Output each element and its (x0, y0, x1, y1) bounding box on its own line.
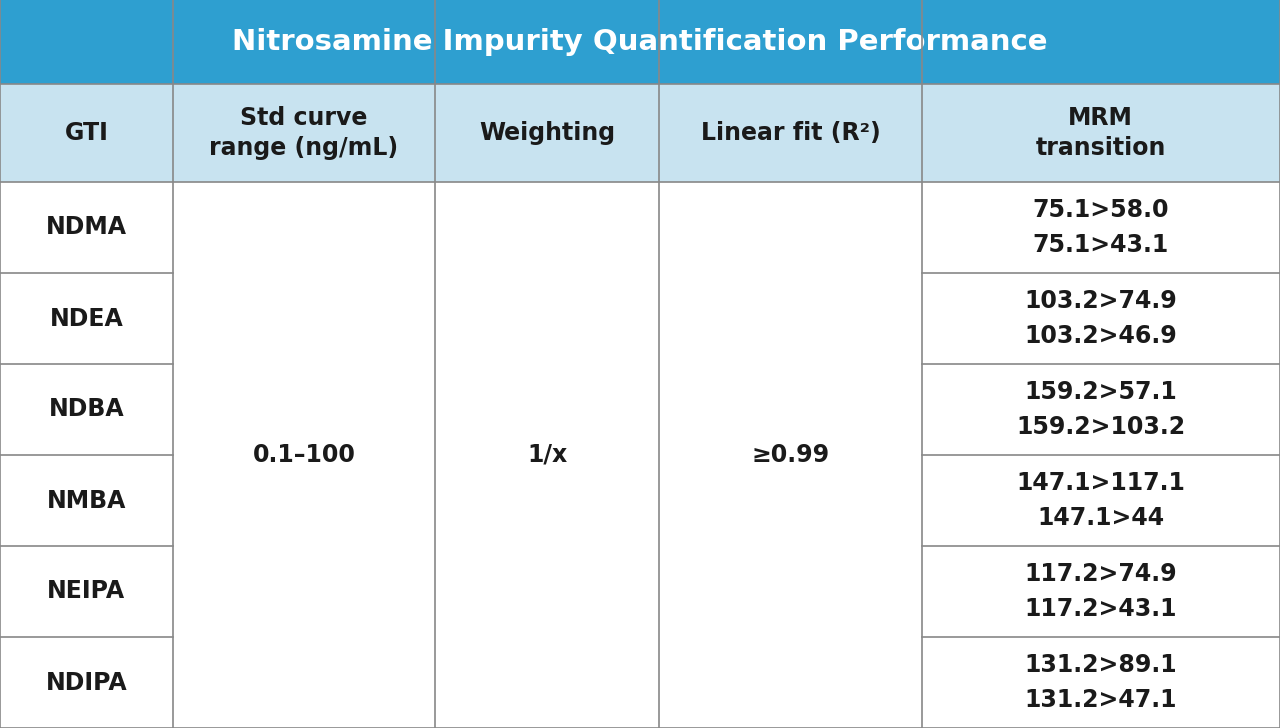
Bar (0, 84, 173, 182)
Text: 103.2>74.9
103.2>46.9: 103.2>74.9 103.2>46.9 (1024, 289, 1178, 348)
Text: NDBA: NDBA (49, 397, 124, 422)
Text: 131.2>89.1
131.2>47.1: 131.2>89.1 131.2>47.1 (1024, 653, 1178, 712)
Text: Weighting: Weighting (479, 121, 616, 145)
Bar (922, 84, 1280, 182)
Bar (173, 84, 435, 182)
Text: NMBA: NMBA (46, 488, 127, 513)
Text: NDIPA: NDIPA (46, 670, 127, 695)
Text: MRM
transition: MRM transition (1036, 106, 1166, 159)
Text: 117.2>74.9
117.2>43.1: 117.2>74.9 117.2>43.1 (1024, 562, 1178, 621)
Text: NDEA: NDEA (50, 306, 123, 331)
Bar (435, 84, 659, 182)
Bar (0, 182, 1280, 728)
Bar (0, 0, 1280, 84)
Text: NDMA: NDMA (46, 215, 127, 240)
Text: ≥0.99: ≥0.99 (751, 443, 829, 467)
Text: 0.1–100: 0.1–100 (252, 443, 356, 467)
Text: 147.1>117.1
147.1>44: 147.1>117.1 147.1>44 (1016, 471, 1185, 530)
Text: 1/x: 1/x (527, 443, 567, 467)
Text: 159.2>57.1
159.2>103.2: 159.2>57.1 159.2>103.2 (1016, 380, 1185, 439)
Text: GTI: GTI (64, 121, 109, 145)
Text: Nitrosamine Impurity Quantification Performance: Nitrosamine Impurity Quantification Perf… (232, 28, 1048, 56)
Bar (659, 84, 922, 182)
Text: 75.1>58.0
75.1>43.1: 75.1>58.0 75.1>43.1 (1033, 198, 1169, 257)
Text: NEIPA: NEIPA (47, 579, 125, 604)
Text: Std curve
range (ng/mL): Std curve range (ng/mL) (210, 106, 398, 159)
Text: Linear fit (R²): Linear fit (R²) (700, 121, 881, 145)
